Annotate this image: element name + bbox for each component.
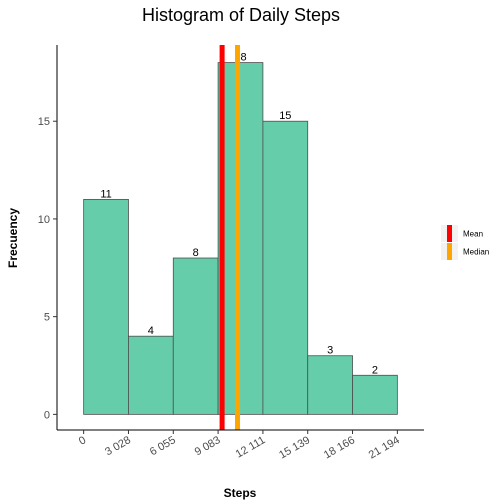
bar-value-label: 11 bbox=[100, 188, 111, 200]
chart-title: Histogram of Daily Steps bbox=[142, 5, 340, 25]
histogram-bar bbox=[217, 62, 264, 415]
y-tick-label: 10 bbox=[38, 214, 50, 226]
bars-group bbox=[83, 62, 398, 415]
histogram-bar bbox=[307, 355, 353, 415]
bar-value-label: 2 bbox=[372, 364, 378, 376]
histogram-bar bbox=[352, 374, 398, 415]
x-tick-label: 21 194 bbox=[367, 434, 402, 461]
histogram-bar bbox=[83, 198, 129, 415]
reference-lines-group bbox=[219, 45, 241, 430]
legend-label: Median bbox=[463, 248, 489, 257]
bar-value-label: 8 bbox=[193, 247, 199, 259]
bar-value-label: 4 bbox=[148, 325, 154, 337]
x-tick-label: 3 028 bbox=[103, 434, 133, 458]
x-tick-label: 6 055 bbox=[148, 434, 178, 458]
x-tick-label: 15 139 bbox=[277, 434, 312, 461]
histogram-bar bbox=[262, 120, 309, 415]
y-axis-title: Frecuency bbox=[6, 208, 20, 268]
bar-value-label: 3 bbox=[327, 345, 333, 357]
x-tick-label: 18 166 bbox=[322, 434, 357, 461]
histogram-bar bbox=[128, 335, 174, 415]
histogram-bar bbox=[172, 257, 219, 415]
y-tick-label: 15 bbox=[38, 116, 50, 128]
y-ticks-group: 0 5 10 15 bbox=[38, 116, 57, 421]
bar-value-label: 15 bbox=[279, 110, 291, 122]
x-tick-label: 0 bbox=[77, 434, 88, 447]
y-tick-label: 5 bbox=[44, 312, 50, 324]
x-axis-title: Steps bbox=[224, 486, 257, 500]
y-tick-label: 0 bbox=[44, 409, 50, 421]
legend-label: Mean bbox=[463, 230, 483, 239]
x-tick-label: 12 111 bbox=[234, 434, 268, 460]
x-ticks-group: 0 3 028 6 055 9 083 12 111 15 139 18 166 21 194 bbox=[77, 430, 402, 461]
legend: Mean Median bbox=[441, 225, 489, 260]
x-tick-label: 9 083 bbox=[193, 434, 223, 458]
